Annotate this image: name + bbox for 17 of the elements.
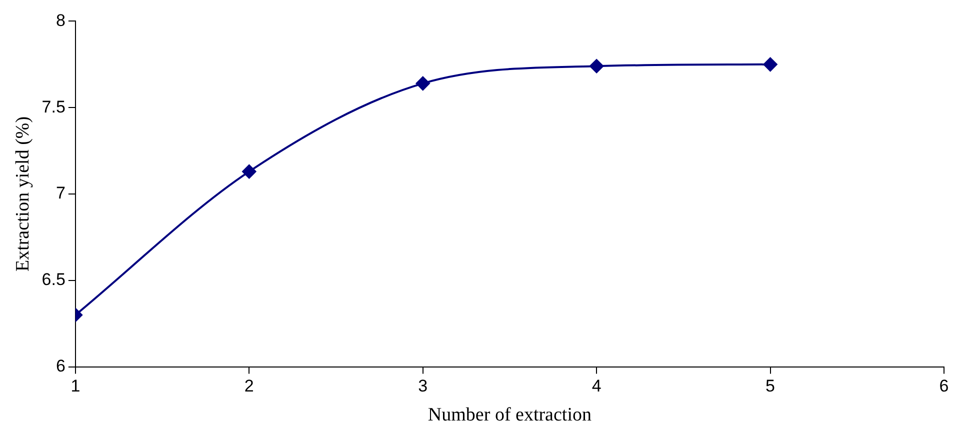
x-tick-label: 4: [592, 376, 602, 396]
x-tick-label: 2: [244, 376, 254, 396]
point: [242, 164, 256, 179]
point: [590, 59, 604, 74]
y-tick-label: 7.5: [42, 97, 66, 116]
y-axis-title: Extraction yield (%): [12, 116, 34, 272]
x-axis-title: Number of extraction: [428, 404, 592, 426]
x-tick-label: 5: [766, 376, 776, 396]
x-tick-label: 1: [70, 376, 80, 396]
x-tick-label: 3: [418, 376, 428, 396]
point: [416, 76, 430, 90]
y-tick-label: 8: [56, 10, 66, 30]
y-tick-label: 7: [56, 184, 66, 203]
y-tick-label: 6: [56, 356, 66, 376]
y-tick-label: 6.5: [42, 270, 66, 290]
x-tick-label: 6: [939, 376, 949, 396]
point: [763, 57, 778, 72]
